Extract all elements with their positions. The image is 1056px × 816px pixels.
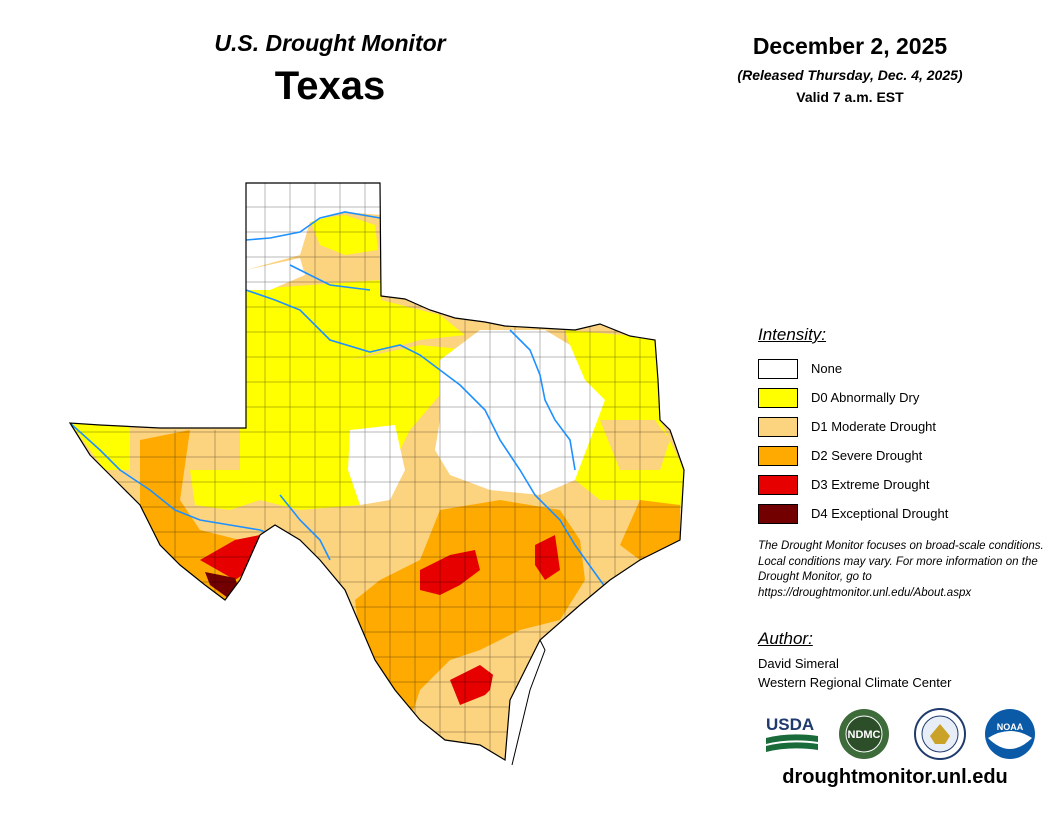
legend-swatch: [758, 387, 798, 408]
map-title: U.S. Drought Monitor: [214, 30, 446, 56]
d0-west-central-area: [240, 345, 470, 510]
commerce-seal: [914, 708, 966, 760]
svg-text:USDA: USDA: [766, 715, 814, 734]
d0-el-paso-area: [70, 423, 130, 470]
legend-item-d2: D2 Severe Drought: [758, 441, 948, 470]
map-date: December 2, 2025: [752, 33, 948, 59]
none-north-central-area: [435, 330, 605, 495]
none-north-panhandle-area: [246, 183, 381, 270]
valid-time: Valid 7 a.m. EST: [796, 89, 904, 105]
texas-drought-map: [68, 182, 685, 766]
legend-item-d4: D4 Exceptional Drought: [758, 499, 948, 528]
legend-swatch: [758, 358, 798, 379]
legend-label: D0 Abnormally Dry: [811, 390, 920, 405]
legend-item-d1: D1 Moderate Drought: [758, 412, 948, 441]
svg-text:NOAA: NOAA: [997, 722, 1024, 732]
legend-label: D1 Moderate Drought: [811, 419, 937, 434]
legend-label: D4 Exceptional Drought: [811, 506, 949, 521]
legend-item-d3: D3 Extreme Drought: [758, 470, 948, 499]
legend-label: D2 Severe Drought: [811, 448, 923, 463]
legend-swatch: [758, 474, 798, 495]
legend-item-d0: D0 Abnormally Dry: [758, 383, 948, 412]
legend: None D0 Abnormally Dry D1 Moderate Droug…: [758, 354, 948, 528]
usda-logo: USDA: [766, 715, 818, 752]
d3-south-area: [450, 665, 500, 705]
disclaimer-note: The Drought Monitor focuses on broad-sca…: [758, 540, 1044, 599]
legend-item-none: None: [758, 354, 948, 383]
release-date: (Released Thursday, Dec. 4, 2025): [737, 67, 963, 83]
website-link[interactable]: droughtmonitor.unl.edu: [782, 766, 1008, 788]
legend-swatch: [758, 503, 798, 524]
d0-trans-pecos-area: [190, 470, 260, 510]
state-name: Texas: [274, 64, 386, 108]
author-organization: Western Regional Climate Center: [758, 675, 952, 690]
legend-swatch: [758, 445, 798, 466]
d2-south-central-area: [355, 500, 585, 720]
d0-panhandle-area: [240, 280, 465, 380]
legend-title: Intensity:: [758, 325, 827, 344]
texas-outline: [68, 182, 685, 762]
legend-label: None: [811, 361, 843, 376]
d0-north-panhandle-area: [310, 215, 378, 255]
noaa-logo: NOAA: [985, 709, 1035, 759]
d2-southeast-area: [620, 500, 680, 560]
ndmc-logo: NDMC: [839, 709, 889, 759]
partner-logos: USDA NDMC NOAA: [766, 708, 1035, 760]
author-name: David Simeral: [758, 656, 839, 671]
author-heading: Author:: [758, 629, 813, 648]
none-west-central-area: [348, 425, 405, 505]
legend-swatch: [758, 416, 798, 437]
barrier-islands: [511, 639, 546, 766]
rivers: [70, 211, 616, 601]
d3-central-area: [535, 535, 560, 580]
legend-label: D3 Extreme Drought: [811, 477, 930, 492]
svg-text:NDMC: NDMC: [848, 729, 881, 741]
d1-northeast-area: [600, 420, 670, 470]
